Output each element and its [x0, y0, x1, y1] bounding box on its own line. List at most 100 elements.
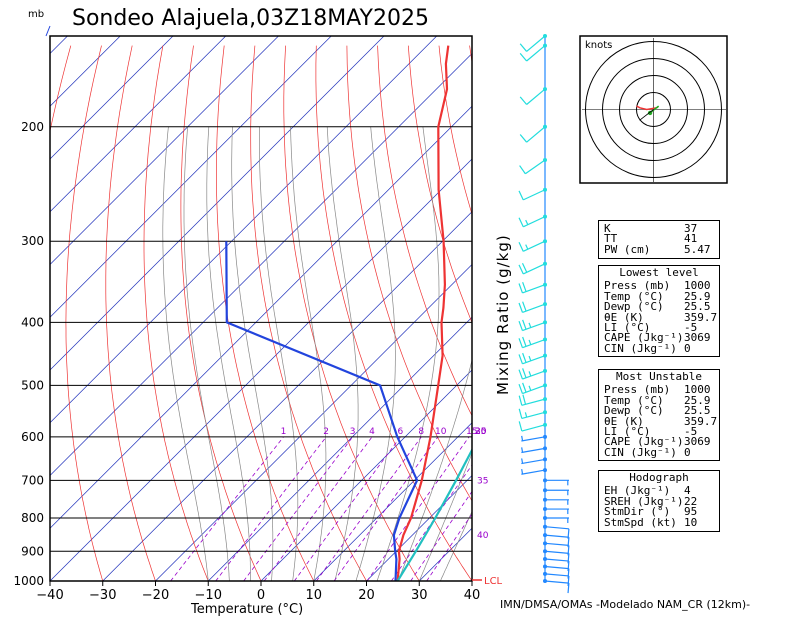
wind-barb-staff: [521, 469, 546, 475]
most-unstable-key: CIN (Jkg⁻¹): [604, 445, 677, 459]
dry-adiabat-line: [377, 45, 472, 417]
hodograph-trace-low: [636, 105, 658, 111]
most-unstable-row: CAPE (Jkg⁻¹) 3069: [599, 436, 719, 447]
moist-adiabat-line: [290, 126, 327, 581]
dry-adiabat-line: [715, 46, 800, 581]
temperature-profile: [396, 45, 450, 581]
mixing-ratio-label: 8: [418, 427, 424, 437]
wind-barb-staff: [522, 240, 546, 252]
isotherm-line: [155, 264, 472, 581]
wind-barb-staff: [521, 436, 546, 442]
hodograph-stats-panel: Hodograph EH (Jkg⁻¹) 4 SREH (Jkg⁻¹) 22 StmDi…: [598, 470, 720, 533]
pressure-tick-label: 800: [21, 511, 44, 525]
mixing-ratio-label: 6: [398, 427, 404, 437]
temperature-tick-label: −30: [89, 588, 116, 603]
storm-motion-line: [639, 109, 654, 121]
wind-barb-flag: [567, 553, 570, 564]
wind-barb-staff: [544, 534, 569, 538]
dry-adiabat-line: [216, 45, 315, 581]
isotherm-line: [50, 36, 437, 424]
wind-barb-staff: [544, 565, 569, 570]
lowest-level-value: 0: [684, 341, 691, 355]
hodograph-stat-value: 4: [684, 484, 691, 498]
wind-barb-staff: [522, 355, 546, 365]
dry-adiabat-line: [105, 45, 156, 581]
most-unstable-key: θE (K): [604, 414, 644, 428]
moist-adiabat-line: [259, 126, 299, 581]
mixing-ratio-label: 20: [475, 427, 487, 437]
wind-barb-flag: [518, 283, 524, 294]
most-unstable-row: θE (K) 359.7: [599, 414, 719, 428]
index-key: TT: [604, 232, 618, 246]
most-unstable-value: -5: [684, 425, 698, 439]
most-unstable-value: 25.9: [684, 393, 711, 407]
lowest-level-rows: Press (mb) 1000 Temp (°C) 25.9 Dewp (°C) 25.5…: [599, 280, 719, 355]
lowest-level-row: θE (K) 359.7: [599, 310, 719, 324]
moist-adiabat-line: [418, 452, 472, 581]
wind-barb-flag: [519, 43, 528, 52]
hodograph-stat-row: StmDir (°) 95: [599, 505, 719, 519]
pressure-tick-label: 1000: [13, 574, 44, 588]
wind-barb-flag: [518, 421, 523, 432]
hodograph-stat-row: EH (Jkg⁻¹) 4: [599, 484, 719, 498]
moist-adiabat-line: [440, 510, 472, 581]
temperature-tick-label: 0: [257, 588, 265, 603]
most-unstable-row: LI (°C) -5: [599, 425, 719, 439]
wind-barb-flag: [567, 561, 570, 572]
dry-adiabat-line: [776, 46, 800, 581]
mixing-ratio-label: 30: [475, 427, 487, 437]
wind-barb-staff: [526, 35, 546, 52]
isotherm-line: [50, 36, 68, 54]
mixing-ratio-line: [426, 513, 472, 581]
wind-barb-staff: [522, 216, 546, 228]
wind-barb-staff: [522, 338, 546, 349]
temperature-tick-label: 30: [411, 588, 428, 603]
mixing-ratio-line: [243, 436, 354, 581]
most-unstable-row: Press (mb) 1000: [599, 384, 719, 395]
temperature-tick-label: −40: [36, 588, 63, 603]
wind-barb-flag: [518, 395, 523, 406]
lowest-level-key: LI (°C): [604, 321, 651, 335]
mixing-ratio-label: 40: [477, 531, 489, 541]
isotherm-line: [50, 36, 279, 265]
wind-barb-staff: [526, 45, 546, 62]
moist-adiabat-line: [162, 126, 209, 581]
wind-barb-flag: [518, 354, 524, 365]
most-unstable-row: CIN (Jkg⁻¹) 0: [599, 445, 719, 459]
wind-barb-half-flag: [525, 244, 529, 250]
wind-barb-flag: [518, 408, 523, 419]
wind-barbs: [518, 34, 570, 594]
wind-barb-flag: [567, 537, 570, 548]
wind-barb-flag: [522, 281, 527, 292]
wind-barb-half-flag: [528, 355, 532, 362]
wind-barb-flag: [518, 338, 524, 348]
hodograph-stats-title: Hodograph: [629, 471, 689, 484]
left-axis-stub: [45, 25, 51, 37]
wind-barb-flag: [522, 368, 527, 378]
wind-barb-flag: [522, 336, 527, 347]
lowest-level-value: 3069: [684, 331, 711, 345]
lowest-level-value: 359.7: [684, 310, 718, 324]
wind-barb-flag: [519, 165, 526, 175]
lowest-level-value: 25.9: [684, 289, 711, 303]
wind-barb-flag: [518, 190, 524, 201]
wind-barb-flag: [519, 134, 528, 143]
most-unstable-key: Temp (°C): [604, 393, 664, 407]
most-unstable-row: Dewp (°C) 25.5: [599, 404, 719, 418]
mixing-ratio-line: [215, 436, 327, 581]
pressure-tick-label: 900: [21, 544, 44, 558]
hodograph-stat-value: 95: [684, 505, 698, 519]
most-unstable-value: 25.5: [684, 404, 711, 418]
most-unstable-row: Temp (°C) 25.9: [599, 393, 719, 407]
most-unstable-value: 359.7: [684, 414, 718, 428]
wind-barb-flag: [518, 369, 524, 380]
lowest-level-title: Lowest level: [619, 266, 699, 279]
dry-adiabat-line: [407, 45, 472, 324]
dewpoint-profile: [225, 241, 419, 581]
wind-barb-flag: [521, 262, 528, 273]
lcl-label: LCL: [484, 576, 503, 587]
isotherm-line: [208, 316, 472, 581]
wind-barb-flag: [518, 242, 524, 252]
hodograph-stat-key: SREH (Jkg⁻¹): [604, 494, 684, 508]
